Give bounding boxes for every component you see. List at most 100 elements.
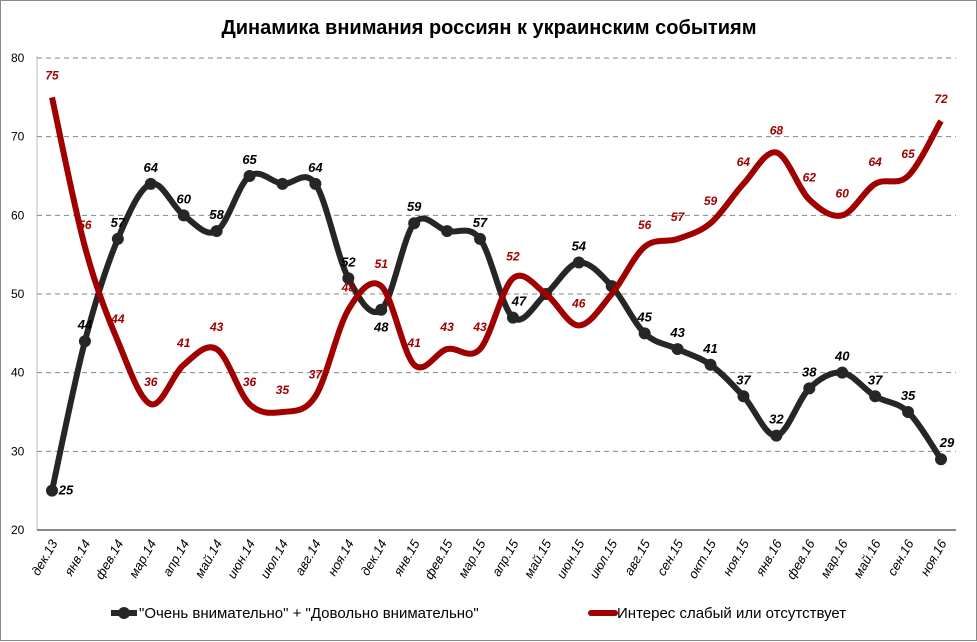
data-point — [309, 177, 322, 190]
data-label-low-interest: 75 — [45, 68, 59, 82]
x-tick-label: фев.16 — [783, 536, 818, 581]
x-tick-label: июл.14 — [257, 537, 291, 581]
data-point — [276, 177, 289, 190]
data-point — [737, 390, 750, 403]
data-label-attentive: 32 — [769, 412, 784, 427]
data-point — [441, 225, 454, 238]
data-label-low-interest: 60 — [836, 186, 850, 200]
data-label-attentive: 45 — [636, 309, 652, 324]
x-tick-label: июн.15 — [553, 536, 587, 581]
data-point — [506, 311, 519, 324]
data-label-low-interest: 36 — [144, 375, 158, 389]
data-label-low-interest: 59 — [704, 194, 718, 208]
data-label-low-interest: 64 — [737, 155, 751, 169]
data-label-attentive: 64 — [308, 160, 323, 175]
data-label-low-interest: 52 — [506, 249, 520, 263]
series-line-attentive — [49, 170, 944, 492]
data-label-low-interest: 64 — [868, 155, 882, 169]
data-label-attentive: 59 — [407, 199, 422, 214]
x-tick-label: сен.16 — [884, 536, 917, 578]
data-label-low-interest: 41 — [176, 336, 191, 350]
data-point — [177, 209, 190, 222]
data-label-low-interest: 43 — [209, 320, 224, 334]
data-label-low-interest: 37 — [309, 367, 324, 381]
data-label-attentive: 60 — [176, 191, 191, 206]
legend-dot-attentive — [118, 607, 130, 619]
data-point — [902, 406, 915, 418]
data-label-low-interest: 35 — [276, 383, 290, 397]
data-point — [408, 217, 421, 230]
data-label-attentive: 57 — [473, 215, 488, 230]
data-point — [111, 232, 124, 245]
data-point — [375, 303, 388, 316]
data-label-attentive: 47 — [511, 294, 527, 309]
x-tick-label: фев.14 — [92, 537, 127, 582]
x-tick-label: ноя.14 — [324, 537, 357, 578]
data-point — [46, 484, 58, 497]
legend: "Очень внимательно" + "Довольно внимател… — [111, 605, 846, 622]
data-point — [78, 335, 91, 348]
data-label-attentive: 57 — [111, 215, 126, 230]
data-label-attentive: 64 — [144, 160, 159, 175]
data-label-low-interest: 46 — [571, 296, 586, 310]
data-point — [935, 453, 947, 466]
data-point — [572, 256, 585, 269]
x-tick-label: янв.14 — [61, 537, 94, 579]
data-label-attentive: 58 — [209, 207, 224, 222]
data-label-attentive: 48 — [373, 320, 389, 335]
data-label-low-interest: 57 — [671, 210, 686, 224]
data-label-low-interest: 62 — [803, 171, 817, 185]
x-tick-label: май.16 — [850, 536, 884, 580]
data-point — [869, 390, 882, 403]
y-tick-label: 60 — [11, 208, 25, 222]
data-label-low-interest: 44 — [110, 312, 125, 326]
x-tick-label: ноя.16 — [917, 536, 950, 578]
x-tick-label: ноя.15 — [719, 536, 752, 578]
data-point — [836, 366, 849, 379]
chart-title: Динамика внимания россиян к украинским с… — [222, 17, 757, 39]
x-tick-label: авг.14 — [292, 537, 324, 578]
x-tick-label: фев.15 — [421, 536, 456, 581]
data-label-low-interest: 43 — [439, 320, 454, 334]
data-label-low-interest: 65 — [901, 147, 915, 161]
data-label-attentive: 40 — [834, 349, 850, 364]
data-point — [671, 343, 684, 356]
x-tick-label: апр.15 — [489, 536, 522, 578]
data-point — [243, 170, 256, 182]
data-point — [704, 358, 717, 371]
x-tick-label: дек.13 — [28, 536, 61, 578]
x-tick-label: апр.14 — [160, 537, 193, 579]
x-tick-label: авг.15 — [621, 536, 654, 578]
data-label-low-interest: 48 — [341, 281, 356, 295]
y-tick-label: 50 — [11, 287, 25, 301]
data-label-attentive: 38 — [802, 364, 817, 379]
y-tick-label: 70 — [11, 130, 25, 144]
data-label-low-interest: 36 — [243, 375, 257, 389]
x-tick-label: май.15 — [521, 536, 555, 580]
x-tick-label: май.14 — [192, 537, 226, 580]
data-label-low-interest: 72 — [934, 92, 948, 106]
y-tick-label: 40 — [11, 366, 25, 380]
x-tick-label: янв.16 — [752, 536, 785, 579]
data-label-attentive: 35 — [901, 388, 916, 403]
y-tick-label: 80 — [11, 51, 25, 65]
data-label-low-interest: 43 — [472, 320, 487, 334]
y-tick-label: 30 — [11, 444, 25, 458]
data-point — [803, 382, 816, 395]
data-label-attentive: 41 — [702, 341, 717, 356]
x-tick-label: янв.15 — [390, 536, 423, 579]
legend-label-attentive: "Очень внимательно" + "Довольно внимател… — [139, 605, 479, 622]
x-tick-label: окт.15 — [685, 536, 720, 581]
x-tick-label: мар.16 — [817, 536, 851, 580]
data-point — [144, 177, 157, 190]
data-point — [210, 225, 223, 238]
data-label-attentive: 65 — [242, 152, 257, 167]
data-point — [638, 327, 651, 340]
x-tick-label: мар.15 — [455, 536, 489, 580]
data-label-attentive: 54 — [572, 239, 587, 254]
x-tick-label: сен.15 — [654, 536, 687, 578]
data-label-attentive: 52 — [341, 254, 356, 269]
legend-label-low-interest: Интерес слабый или отсутствует — [617, 605, 846, 622]
x-tick-label: июл.15 — [586, 536, 620, 581]
